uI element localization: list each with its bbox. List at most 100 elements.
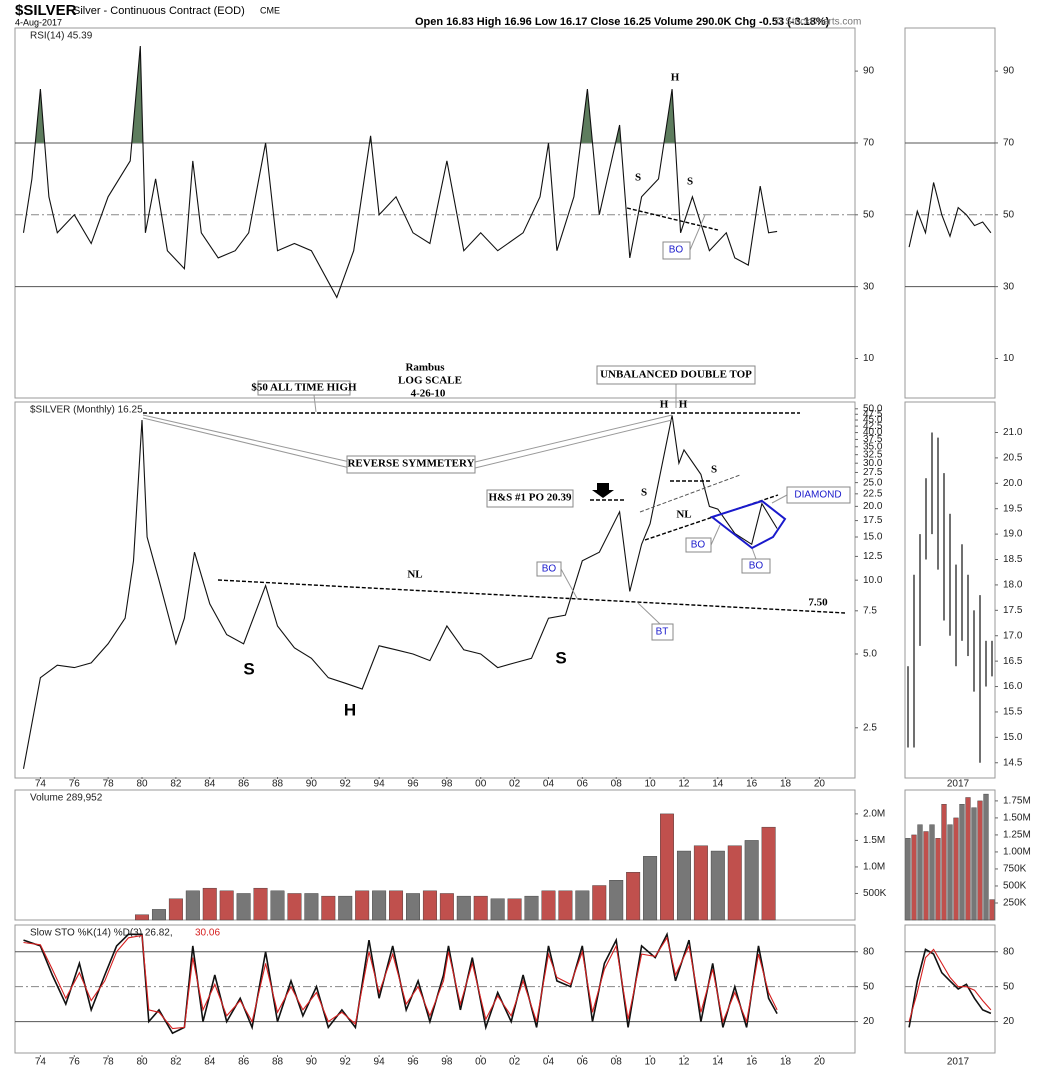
volume-bar [626,872,641,921]
annotation: 4-26-10 [411,388,446,400]
x-tick-label: 82 [170,779,182,790]
annotation: 7.50 [808,597,828,609]
volume-bar [219,890,234,921]
annotation-box [662,241,691,260]
y-tick-label: 18.0 [1003,580,1023,591]
annotation: H [344,700,356,719]
x-tick-label: 12 [678,779,690,790]
y-tick-label: 500K [1003,881,1027,892]
volume-bar [676,850,691,921]
panel-label: Slow STO %K(14) %D(3) 26.82, [30,928,173,939]
volume-bar [941,804,947,921]
x-tick-label: 92 [340,779,352,790]
x-tick-label: 84 [204,1057,216,1068]
annotation: S [641,487,647,499]
y-tick-label: 5.0 [863,649,877,660]
y-tick-label: 50 [863,209,875,220]
symmetry-line [142,417,351,469]
y-tick-label: 20.0 [863,501,883,512]
annotation-box [685,537,712,553]
annotation: S [711,464,717,476]
x-tick-label: 94 [374,1057,386,1068]
x-tick-label: 92 [340,1057,352,1068]
y-tick-label: 50 [863,981,875,992]
y-tick-label: 17.0 [1003,630,1023,641]
annotation: NL [676,509,691,521]
x-tick-label: 10 [645,779,657,790]
x-tick-label: 82 [170,1057,182,1068]
panel-frame [14,27,856,399]
annotation-box [651,623,674,641]
y-tick-label: 2.0M [863,809,885,820]
x-tick-label: 16 [746,779,758,790]
x-tick-label: 18 [780,1057,792,1068]
callout [313,394,317,413]
x-tick-label: 74 [35,1057,47,1068]
panel-frame [14,401,856,779]
x-tick-label: 08 [611,1057,623,1068]
volume-bar [135,914,149,921]
y-tick-label: 20 [863,1016,875,1027]
x-tick-label: 00 [475,1057,487,1068]
y-tick-label: 35.0 [863,441,883,452]
x-tick-label: 2017 [947,1057,970,1068]
stochastic-line [908,948,992,1022]
instrument-name: Silver - Continuous Contract (EOD) [73,5,245,17]
x-tick-label: 78 [103,779,115,790]
annotation: $50 ALL TIME HIGH [251,382,357,394]
volume-bar [304,893,319,921]
volume-bar [253,887,268,921]
volume-bar [643,856,658,921]
callout [560,568,579,601]
y-tick-label: 15.5 [1003,707,1023,718]
y-tick-label: 14.5 [1003,757,1023,768]
arrow [592,483,614,498]
y-tick-label: 1.75M [1003,796,1031,807]
annotation: LOG SCALE [398,375,462,387]
y-tick-label: 1.00M [1003,847,1031,858]
y-tick-label: 12.5 [863,551,883,562]
y-tick-label: 50 [1003,981,1015,992]
y-tick-label: 22.5 [863,488,883,499]
x-tick-label: 90 [306,779,318,790]
panel-frame [904,401,996,779]
volume-bar [727,845,742,921]
x-tick-label: 88 [272,1057,284,1068]
panel-label-d: 30.06 [195,928,220,939]
y-tick-label: 1.50M [1003,813,1031,824]
rsi-trend-line [626,207,719,231]
x-tick-label: 96 [407,779,419,790]
panel-frame [904,924,996,1054]
annotation: H [679,399,688,411]
x-tick-label: 76 [69,779,81,790]
volume-bar [905,838,911,921]
annotation: BO [669,245,684,256]
y-tick-label: 30 [1003,281,1015,292]
volume-bar [935,838,941,921]
symmetry-line [474,419,673,469]
x-tick-label: 86 [238,1057,250,1068]
y-tick-label: 1.0M [863,862,885,873]
y-tick-label: 40.0 [863,427,883,438]
y-tick-label: 90 [1003,66,1015,77]
annotation: UNBALANCED DOUBLE TOP [600,369,752,381]
x-tick-label: 02 [509,1057,521,1068]
x-tick-label: 90 [306,1057,318,1068]
callout [710,524,721,546]
y-tick-label: 30 [863,281,875,292]
quote: Open 16.83 High 16.96 Low 16.17 Close 16… [415,16,830,28]
annotation: BO [691,540,706,551]
y-tick-label: 42.5 [863,421,883,432]
volume-bar [947,824,953,921]
y-tick-label: 15.0 [1003,732,1023,743]
x-tick-label: 98 [441,1057,453,1068]
symmetry-line [142,414,351,463]
annotation-box [486,489,574,508]
x-tick-label: 86 [238,779,250,790]
y-tick-label: 70 [1003,138,1015,149]
panel-label: $SILVER (Monthly) 16.25 [30,405,143,416]
x-tick-label: 16 [746,1057,758,1068]
volume-bar [558,890,573,921]
annotation: S [243,659,254,678]
